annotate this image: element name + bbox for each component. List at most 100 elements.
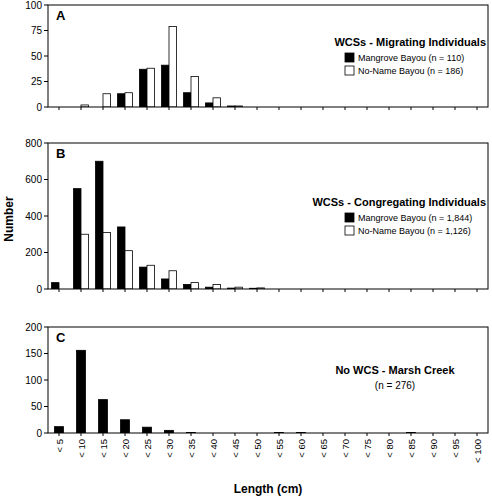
y-tick-label: 100 [25,0,42,11]
bars [52,161,265,289]
bar [55,427,64,433]
y-tick [44,353,48,354]
bar [103,94,111,107]
y-tick [44,143,48,144]
y-tick [44,107,48,108]
x-tick-label: < 95 [450,439,461,458]
x-tick-label: < 5 [54,439,65,452]
y-tick-label: 0 [36,102,42,113]
panel-subtitle: (n = 276) [375,380,415,391]
x-tick-label: < 15 [98,439,109,458]
bar [96,161,104,289]
y-tick-label: 600 [25,174,42,185]
bar [52,283,60,289]
bar [125,93,133,107]
x-tick-label: < 80 [384,439,395,458]
y-tick [44,179,48,180]
y-tick [44,327,48,328]
panel-title: WCSs - Migrating Individuals [334,36,486,48]
x-tick-label: < 50 [252,439,263,458]
bar [74,189,82,289]
bar [140,69,148,107]
bar [143,427,152,433]
y-tick-label: 400 [25,211,42,222]
bar [184,93,192,107]
y-tick-label: 150 [25,348,42,359]
y-tick [44,252,48,253]
bar [184,284,192,289]
plot-frame [48,143,488,289]
bar [103,232,111,289]
panel-title: WCSs - Congregating Individuals [312,196,486,208]
legend-swatch [345,66,354,75]
x-tick-label: < 10 [76,439,87,458]
y-tick-label: 100 [25,375,42,386]
bar [140,267,148,289]
y-tick [44,30,48,31]
panel: 050100150200< 5< 10< 15< 20< 25< 30< 35<… [25,322,488,464]
y-axis-label: Number [2,196,16,242]
y-tick [44,216,48,217]
bar [191,283,199,289]
panel-letter: A [56,8,66,23]
bar [213,98,221,107]
y-tick-label: 0 [36,428,42,439]
x-tick-label: < 100 [472,439,483,463]
plot-frame [48,327,488,433]
y-tick-label: 0 [36,284,42,295]
bar [169,26,177,107]
bar [169,271,177,289]
bar [81,234,89,289]
y-tick [44,380,48,381]
legend-swatch [345,213,354,222]
y-tick-label: 50 [31,51,43,62]
bar [118,227,126,289]
figure: 0 25 50 75 100 A WCSs - Migrating Individuals M… [0,0,492,500]
x-tick-label: < 55 [274,439,285,458]
bar [213,284,221,289]
legend-swatch [345,226,354,235]
y-tick-label: 50 [31,401,43,412]
x-tick-label: < 90 [428,439,439,458]
y-tick [44,5,48,6]
x-tick-label: < 70 [340,439,351,458]
bar [118,94,126,107]
panel-title: No WCS - Marsh Creek [335,364,455,376]
y-tick [44,406,48,407]
y-tick [44,433,48,434]
x-tick-label: < 35 [186,439,197,458]
legend-label: No-Name Bayou (n = 1,126) [358,226,471,236]
legend-label: No-Name Bayou (n = 186) [358,66,463,76]
y-tick-label: 800 [25,138,42,149]
x-tick-label: < 65 [318,439,329,458]
bar [77,350,86,433]
bars [55,350,416,433]
panel-letter: B [56,146,65,161]
bar [125,251,133,289]
bar [147,68,155,107]
panel: 0 25 50 75 100 A WCSs - Migrating Individuals M… [25,0,488,113]
x-tick-label: < 85 [406,439,417,458]
y-tick [44,81,48,82]
bar [121,420,130,433]
bar [162,279,170,289]
bar [206,103,214,107]
x-axis-label: Length (cm) [234,482,303,496]
y-tick-label: 25 [31,76,43,87]
y-tick-label: 200 [25,247,42,258]
x-tick-label: < 30 [164,439,175,458]
x-tick-label: < 40 [208,439,219,458]
legend-swatch [345,53,354,62]
y-tick-label: 200 [25,322,42,333]
bar [147,265,155,289]
x-tick-label: < 75 [362,439,373,458]
bar [162,65,170,107]
y-tick-label: 75 [31,25,43,36]
y-tick [44,56,48,57]
x-tick-label: < 25 [142,439,153,458]
legend-label: Mangrove Bayou (n = 110) [358,53,464,63]
bar [99,400,108,433]
y-tick [44,289,48,290]
legend-label: Mangrove Bayou (n = 1,844) [358,213,472,223]
x-tick-label: < 60 [296,439,307,458]
